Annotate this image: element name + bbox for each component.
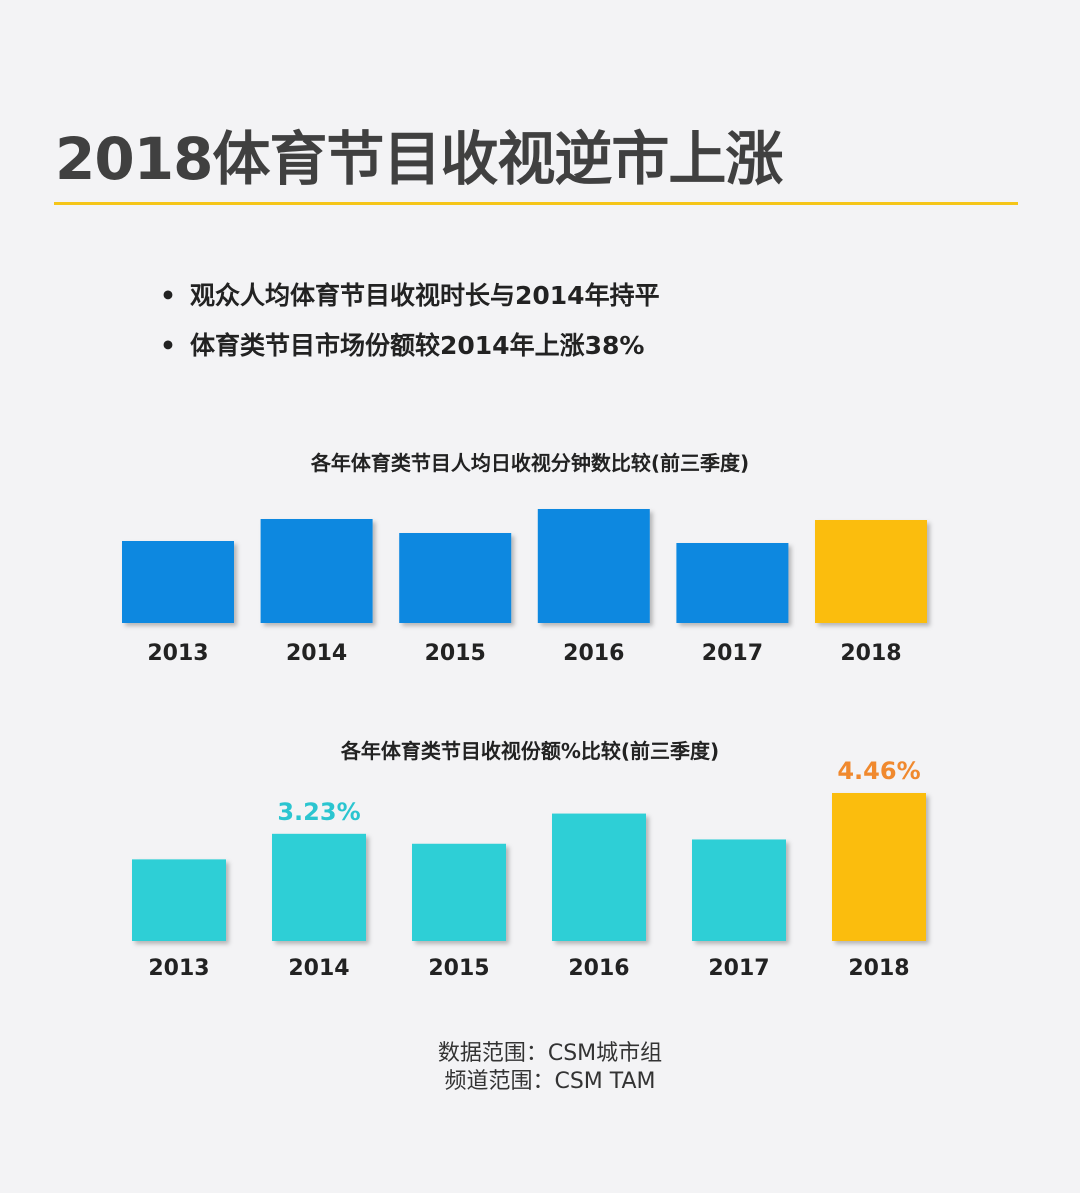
bullet-1: • 观众人均体育节目收视时长与2014年持平 xyxy=(160,276,660,312)
bar-2017 xyxy=(692,839,786,941)
x-tick-label: 2015 xyxy=(428,956,489,981)
bar-2017 xyxy=(676,543,789,623)
page-title: 2018体育节目收视逆市上涨 xyxy=(55,125,783,193)
bullet-2: • 体育类节目市场份额较2014年上涨38% xyxy=(160,326,644,362)
x-tick-label: 2013 xyxy=(147,641,208,666)
x-tick-label: 2016 xyxy=(568,956,629,981)
x-tick-label: 2014 xyxy=(288,956,349,981)
data-source: 数据范围：CSM城市组 xyxy=(437,1041,663,1066)
bar-2015 xyxy=(412,843,506,941)
bar-2014 xyxy=(272,833,366,941)
bar-2013 xyxy=(122,541,234,623)
bar-2014 xyxy=(260,519,373,623)
bar-2013 xyxy=(132,859,226,941)
bar-2018 xyxy=(832,793,926,941)
bar-2015 xyxy=(399,533,512,623)
chart-1-title: 各年体育类节目人均日收视分钟数比较(前三季度) xyxy=(310,451,750,475)
channel-source: 频道范围：CSM TAM xyxy=(444,1069,656,1094)
x-tick-label: 2017 xyxy=(702,641,763,666)
bar-2016 xyxy=(552,813,646,941)
bar-2016 xyxy=(537,509,650,623)
data-label-2018: 4.46% xyxy=(837,757,920,785)
x-tick-label: 2014 xyxy=(286,641,347,666)
bullet-marker: • xyxy=(160,331,176,360)
bullet-text: 观众人均体育节目收视时长与2014年持平 xyxy=(190,281,660,310)
x-tick-label: 2018 xyxy=(848,956,909,981)
title-divider xyxy=(54,202,1018,205)
data-label-2014: 3.23% xyxy=(277,798,360,826)
bullet-marker: • xyxy=(160,281,176,310)
x-tick-label: 2015 xyxy=(425,641,486,666)
bar-2018 xyxy=(815,520,927,623)
x-tick-label: 2018 xyxy=(840,641,901,666)
x-tick-label: 2013 xyxy=(148,956,209,981)
x-tick-label: 2016 xyxy=(563,641,624,666)
x-tick-label: 2017 xyxy=(708,956,769,981)
chart-2-title: 各年体育类节目收视份额%比较(前三季度) xyxy=(340,739,720,763)
bullet-text: 体育类节目市场份额较2014年上涨38% xyxy=(190,331,645,360)
